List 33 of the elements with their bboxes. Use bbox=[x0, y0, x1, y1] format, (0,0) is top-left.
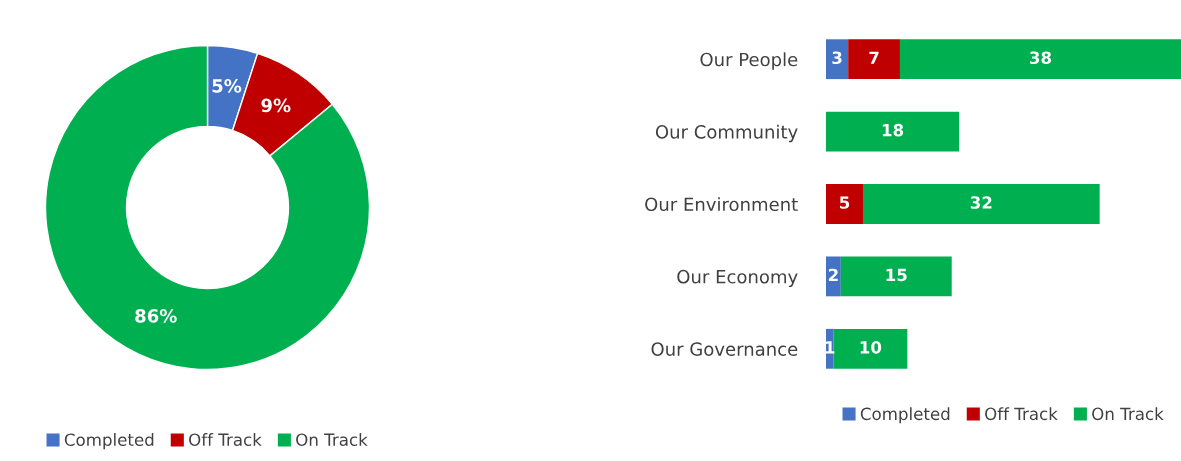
bar bbox=[833, 328, 908, 369]
legend-label: On Track bbox=[1092, 407, 1164, 421]
data-label: 18 bbox=[882, 123, 904, 137]
data-label: 10 bbox=[860, 341, 882, 354]
data-label: 5% bbox=[212, 79, 242, 93]
data-label: 2 bbox=[828, 268, 838, 281]
legend-label: On Track bbox=[296, 433, 368, 446]
data-label: 3 bbox=[832, 51, 842, 65]
legend-label: Off Track bbox=[189, 433, 262, 446]
bar bbox=[840, 256, 952, 297]
data-label: 9% bbox=[261, 98, 291, 113]
data-label: 5 bbox=[839, 196, 850, 209]
data-label: 15 bbox=[886, 268, 907, 282]
bar bbox=[826, 39, 849, 80]
bar bbox=[899, 39, 1181, 80]
data-label: 7 bbox=[869, 51, 879, 64]
data-label: 38 bbox=[1030, 51, 1052, 65]
legend-label: Completed bbox=[64, 433, 154, 450]
y-tick-label: Our Community bbox=[655, 124, 798, 143]
legend-label: Completed bbox=[860, 407, 950, 424]
bar bbox=[826, 184, 863, 224]
y-tick-label: Our Governance bbox=[651, 342, 798, 356]
legend-label: Off Track bbox=[985, 407, 1058, 421]
bar bbox=[848, 39, 900, 80]
bar bbox=[826, 256, 841, 297]
y-tick-label: Our Environment bbox=[645, 197, 798, 212]
bar bbox=[862, 184, 1100, 224]
bar bbox=[826, 111, 960, 152]
data-label: 32 bbox=[970, 196, 992, 209]
y-tick-label: Our People bbox=[700, 52, 798, 70]
data-label: 86% bbox=[135, 309, 177, 323]
donut-slice bbox=[44, 44, 371, 371]
y-tick-label: Our Economy bbox=[677, 269, 798, 288]
